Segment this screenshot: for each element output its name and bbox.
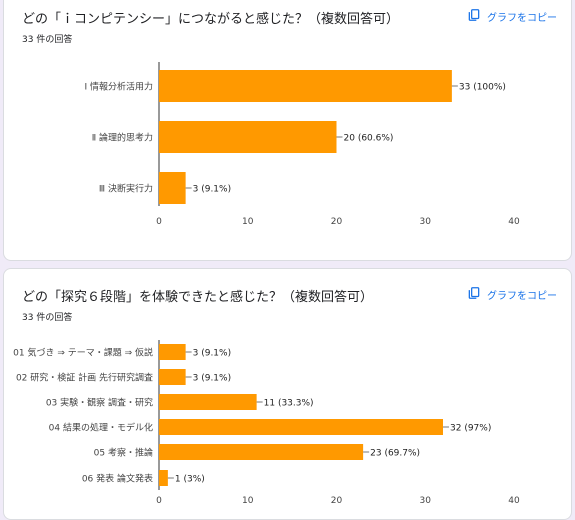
x-tick-label: 0	[156, 217, 162, 227]
question-title: どの「探究６段階」を体験できたと感じた？（複数回答可）	[22, 290, 374, 305]
category-label: 01 気づき ⇒ テーマ・課題 ⇒ 仮説	[13, 347, 153, 359]
copy-chart-button[interactable]: グラフをコピー	[467, 284, 557, 304]
response-count: 33 件の回答	[22, 35, 73, 45]
copy-chart-label: グラフをコピー	[487, 12, 557, 24]
bar	[159, 172, 186, 204]
bar	[159, 444, 364, 460]
copy-icon	[467, 286, 481, 303]
bar	[159, 344, 186, 360]
x-tick-label: 0	[156, 496, 162, 506]
data-label: 11 (33.3%)	[264, 399, 314, 409]
question-title: どの「ｉコンピテンシー」につながると感じた？（複数回答可）	[22, 12, 400, 27]
category-label: 02 研究・検証 計画 先行研究調査	[16, 372, 153, 384]
bar	[159, 394, 257, 410]
category-label: 06 発表 論文発表	[82, 473, 153, 485]
question-card-2: どの「探究６段階」を体験できたと感じた？（複数回答可） 33 件の回答 グラフを…	[3, 268, 572, 520]
category-label: Ⅲ 決断実行力	[99, 183, 153, 195]
x-tick-label: 10	[242, 217, 254, 227]
x-tick-label: 10	[242, 496, 254, 506]
category-label: 04 結果の処理・モデル化	[49, 422, 153, 434]
bar	[159, 70, 452, 102]
data-label: 20 (60.6%)	[344, 134, 394, 144]
bar	[159, 121, 337, 153]
copy-chart-label: グラフをコピー	[487, 290, 557, 302]
category-label: Ⅱ 論理的思考力	[92, 132, 153, 144]
data-label: 3 (9.1%)	[193, 185, 231, 195]
bar	[159, 369, 186, 385]
copy-icon	[467, 8, 481, 25]
data-label: 3 (9.1%)	[193, 374, 231, 384]
bar	[159, 470, 168, 486]
response-count: 33 件の回答	[22, 313, 73, 323]
x-tick-label: 40	[508, 217, 520, 227]
category-label: 03 実験・観察 調査・研究	[46, 397, 153, 409]
category-label: 05 考察・推論	[94, 447, 153, 459]
data-label: 3 (9.1%)	[193, 349, 231, 359]
data-label: 32 (97%)	[450, 424, 491, 434]
x-tick-label: 20	[331, 496, 343, 506]
x-tick-label: 20	[331, 217, 343, 227]
copy-chart-button[interactable]: グラフをコピー	[467, 6, 557, 26]
category-label: Ⅰ 情報分析活用力	[84, 81, 153, 93]
bar	[159, 419, 443, 435]
data-label: 33 (100%)	[459, 83, 506, 93]
x-tick-label: 40	[508, 496, 520, 506]
x-tick-label: 30	[420, 496, 432, 506]
x-tick-label: 30	[420, 217, 432, 227]
data-label: 1 (3%)	[175, 475, 205, 485]
data-label: 23 (69.7%)	[370, 449, 420, 459]
